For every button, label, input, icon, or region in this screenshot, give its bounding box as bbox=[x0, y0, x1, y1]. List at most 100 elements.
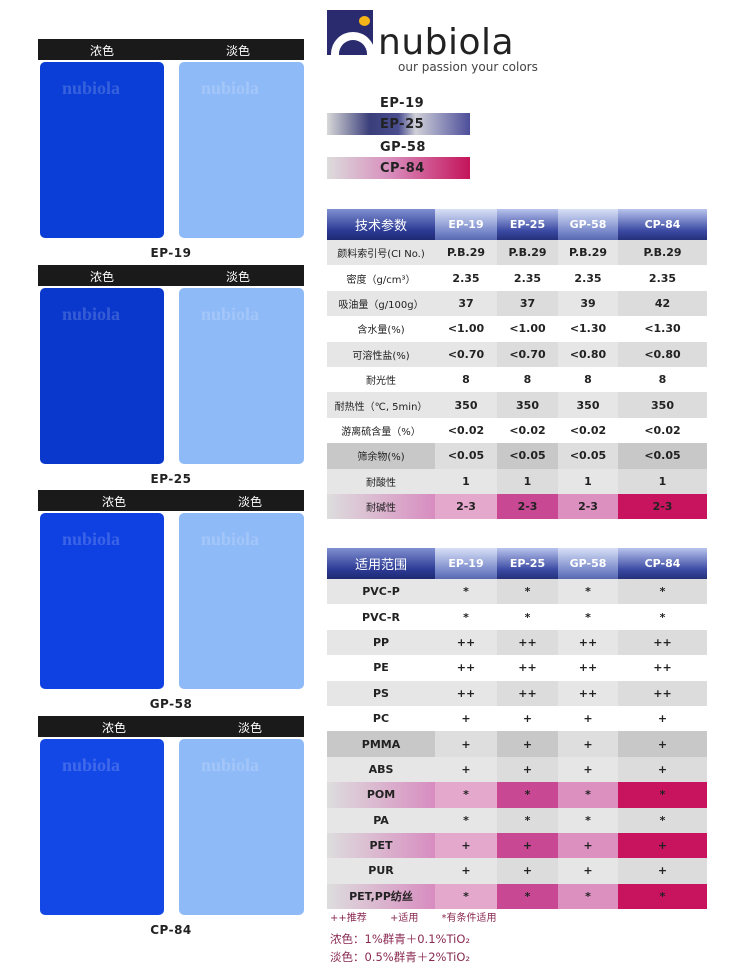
value-cell: * bbox=[497, 883, 558, 910]
table-row: 耐酸性 1 1 1 1 bbox=[327, 468, 707, 494]
value-cell: <0.80 bbox=[558, 341, 618, 367]
row-label: 耐碱性 bbox=[327, 493, 435, 520]
light-swatch: nubiola bbox=[179, 739, 304, 915]
value-cell: + bbox=[435, 832, 497, 859]
value-cell: + bbox=[435, 731, 497, 757]
header-cell: EP-25 bbox=[497, 548, 558, 579]
swatch-panel: 浓色 淡色 nubiola nubiola EP-25 bbox=[38, 265, 304, 486]
watermark-logo: nubiola bbox=[201, 529, 260, 549]
value-cell: * bbox=[618, 604, 707, 630]
value-cell: ++ bbox=[558, 655, 618, 681]
value-cell: + bbox=[435, 705, 497, 732]
header-cell: CP-84 bbox=[618, 209, 707, 240]
value-cell: 37 bbox=[435, 290, 497, 317]
value-cell: + bbox=[497, 731, 558, 757]
legend-bar-blue bbox=[327, 113, 470, 135]
table-row: 含水量(%) <1.00 <1.00 <1.30 <1.30 bbox=[327, 316, 707, 342]
value-cell: ++ bbox=[497, 629, 558, 656]
value-cell: * bbox=[558, 604, 618, 630]
table-row: PVC-R * * * * bbox=[327, 604, 707, 630]
row-label: PET bbox=[327, 832, 435, 859]
row-label: PS bbox=[327, 680, 435, 706]
value-cell: 350 bbox=[558, 392, 618, 418]
value-cell: <1.30 bbox=[558, 316, 618, 342]
table-row: PP ++ ++ ++ ++ bbox=[327, 629, 707, 656]
value-cell: + bbox=[618, 756, 707, 783]
value-cell: ++ bbox=[435, 629, 497, 656]
value-cell: ++ bbox=[618, 655, 707, 681]
swatch-header: 浓色 淡色 bbox=[38, 39, 304, 60]
value-cell: 2-3 bbox=[558, 493, 618, 520]
dark-swatch: nubiola bbox=[40, 62, 164, 238]
value-cell: * bbox=[618, 883, 707, 910]
header-cell: GP-58 bbox=[558, 548, 618, 579]
value-cell: 1 bbox=[497, 468, 558, 494]
table-row: 耐热性（℃, 5min） 350 350 350 350 bbox=[327, 392, 707, 418]
table-row: PA * * * * bbox=[327, 807, 707, 833]
value-cell: + bbox=[497, 705, 558, 732]
legend-bar-pink bbox=[327, 157, 470, 179]
value-cell: + bbox=[558, 832, 618, 859]
value-cell: 2-3 bbox=[497, 493, 558, 520]
row-label: 密度（g/cm³） bbox=[327, 265, 435, 291]
row-label: PC bbox=[327, 705, 435, 732]
swatch-panel: 浓色 淡色 nubiola nubiola CP-84 bbox=[38, 716, 304, 937]
row-label: PVC-R bbox=[327, 604, 435, 630]
dark-shade-label: 浓色 bbox=[90, 270, 115, 284]
watermark-logo: nubiola bbox=[62, 78, 121, 98]
value-cell: 2-3 bbox=[618, 493, 707, 520]
table-row: PS ++ ++ ++ ++ bbox=[327, 680, 707, 706]
header-cell: GP-58 bbox=[558, 209, 618, 240]
value-cell: P.B.29 bbox=[435, 240, 497, 266]
value-cell: + bbox=[618, 858, 707, 884]
value-cell: <0.02 bbox=[435, 417, 497, 444]
value-cell: <0.02 bbox=[558, 417, 618, 444]
value-cell: * bbox=[435, 807, 497, 833]
value-cell: <0.05 bbox=[618, 443, 707, 469]
key-suitable: +适用 bbox=[389, 913, 419, 924]
row-label: PUR bbox=[327, 858, 435, 884]
row-label: PVC-P bbox=[327, 579, 435, 605]
watermark-logo: nubiola bbox=[201, 78, 260, 98]
row-label: POM bbox=[327, 782, 435, 808]
dark-shade-label: 浓色 bbox=[102, 495, 127, 509]
dark-shade-label: 浓色 bbox=[102, 721, 127, 735]
value-cell: ++ bbox=[558, 629, 618, 656]
value-cell: * bbox=[435, 782, 497, 808]
value-cell: 350 bbox=[435, 392, 497, 418]
value-cell: 8 bbox=[497, 366, 558, 393]
value-cell: + bbox=[497, 832, 558, 859]
usage-key: ++推荐 +适用 *有条件适用 bbox=[330, 909, 517, 924]
value-cell: + bbox=[558, 731, 618, 757]
row-label: 耐热性（℃, 5min） bbox=[327, 392, 435, 418]
value-cell: * bbox=[435, 883, 497, 910]
swatch-product-label: CP-84 bbox=[150, 923, 192, 937]
value-cell: + bbox=[618, 731, 707, 757]
swatch-product-label: GP-58 bbox=[149, 697, 193, 711]
value-cell: ++ bbox=[618, 629, 707, 656]
value-cell: <0.05 bbox=[435, 443, 497, 469]
value-cell: <0.02 bbox=[497, 417, 558, 444]
note-dark-shade: 浓色：1%群青＋0.1%TiO₂ bbox=[330, 932, 470, 946]
value-cell: + bbox=[435, 756, 497, 783]
table-row: 耐碱性 2-3 2-3 2-3 2-3 bbox=[327, 493, 707, 520]
legend-cp84: CP-84 bbox=[380, 161, 425, 176]
value-cell: 2.35 bbox=[497, 265, 558, 291]
value-cell: <0.02 bbox=[618, 417, 707, 444]
table-row: PUR + + + + bbox=[327, 858, 707, 884]
value-cell: <1.00 bbox=[497, 316, 558, 342]
key-recommended: ++推荐 bbox=[330, 913, 367, 924]
header-cell: 适用范围 bbox=[327, 548, 435, 579]
row-label: PE bbox=[327, 655, 435, 681]
swatch-header: 浓色 淡色 bbox=[38, 265, 304, 286]
value-cell: + bbox=[558, 756, 618, 783]
value-cell: 350 bbox=[618, 392, 707, 418]
value-cell: * bbox=[497, 807, 558, 833]
table-row: PC + + + + bbox=[327, 705, 707, 732]
value-cell: ++ bbox=[435, 655, 497, 681]
dark-shade-label: 浓色 bbox=[90, 44, 115, 58]
value-cell: 8 bbox=[435, 366, 497, 393]
value-cell: * bbox=[618, 782, 707, 808]
watermark-logo: nubiola bbox=[201, 755, 260, 775]
value-cell: <0.05 bbox=[558, 443, 618, 469]
